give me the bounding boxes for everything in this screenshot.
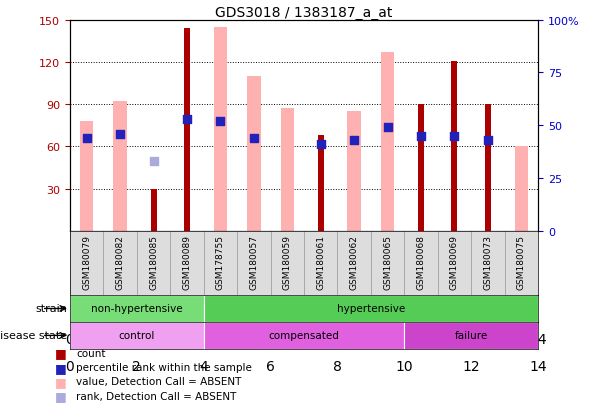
Text: hypertensive: hypertensive xyxy=(337,304,405,314)
Bar xyxy=(70,295,204,322)
Bar xyxy=(514,147,528,231)
Bar xyxy=(381,53,395,231)
Text: GSM180065: GSM180065 xyxy=(383,235,392,290)
Bar xyxy=(70,322,204,349)
Text: ■: ■ xyxy=(55,361,66,374)
Text: GSM180062: GSM180062 xyxy=(350,235,359,289)
Text: GSM180061: GSM180061 xyxy=(316,235,325,290)
Text: disease state: disease state xyxy=(0,330,67,341)
Bar xyxy=(204,322,404,349)
Bar xyxy=(184,29,190,231)
Point xyxy=(449,133,460,140)
Text: percentile rank within the sample: percentile rank within the sample xyxy=(76,362,252,373)
Text: GSM180057: GSM180057 xyxy=(249,235,258,290)
Text: control: control xyxy=(119,330,155,341)
Point xyxy=(148,159,158,165)
Point xyxy=(249,135,259,142)
Bar xyxy=(318,136,323,231)
Text: GSM180069: GSM180069 xyxy=(450,235,459,290)
Point xyxy=(483,138,493,144)
Text: ■: ■ xyxy=(55,389,66,402)
Point xyxy=(349,138,359,144)
Text: count: count xyxy=(76,348,106,358)
Bar xyxy=(214,28,227,231)
Text: GSM180059: GSM180059 xyxy=(283,235,292,290)
Text: rank, Detection Call = ABSENT: rank, Detection Call = ABSENT xyxy=(76,391,237,401)
Point xyxy=(182,116,192,123)
Point xyxy=(115,131,125,138)
Text: compensated: compensated xyxy=(269,330,339,341)
Text: GSM180089: GSM180089 xyxy=(182,235,192,290)
Bar xyxy=(247,77,260,231)
Text: ■: ■ xyxy=(55,347,66,360)
Text: GSM178755: GSM178755 xyxy=(216,235,225,290)
Text: value, Detection Call = ABSENT: value, Detection Call = ABSENT xyxy=(76,377,241,387)
Point xyxy=(316,142,326,148)
Bar xyxy=(113,102,126,231)
Text: GSM180075: GSM180075 xyxy=(517,235,526,290)
Bar xyxy=(485,105,491,231)
Bar xyxy=(151,189,156,231)
Text: ■: ■ xyxy=(55,375,66,388)
Point xyxy=(81,135,91,142)
Text: strain: strain xyxy=(35,304,67,314)
Bar xyxy=(348,112,361,231)
Bar xyxy=(418,105,424,231)
Bar xyxy=(404,322,538,349)
Title: GDS3018 / 1383187_a_at: GDS3018 / 1383187_a_at xyxy=(215,6,393,20)
Text: GSM180082: GSM180082 xyxy=(116,235,125,289)
Bar xyxy=(452,62,457,231)
Text: GSM180073: GSM180073 xyxy=(483,235,492,290)
Point xyxy=(416,133,426,140)
Text: GSM180085: GSM180085 xyxy=(149,235,158,290)
Text: failure: failure xyxy=(455,330,488,341)
Bar xyxy=(80,122,93,231)
Text: GSM180068: GSM180068 xyxy=(416,235,426,290)
Bar xyxy=(280,109,294,231)
Point xyxy=(215,119,225,125)
Text: GSM180079: GSM180079 xyxy=(82,235,91,290)
Point xyxy=(383,125,393,131)
Text: non-hypertensive: non-hypertensive xyxy=(91,304,182,314)
Bar xyxy=(204,295,538,322)
